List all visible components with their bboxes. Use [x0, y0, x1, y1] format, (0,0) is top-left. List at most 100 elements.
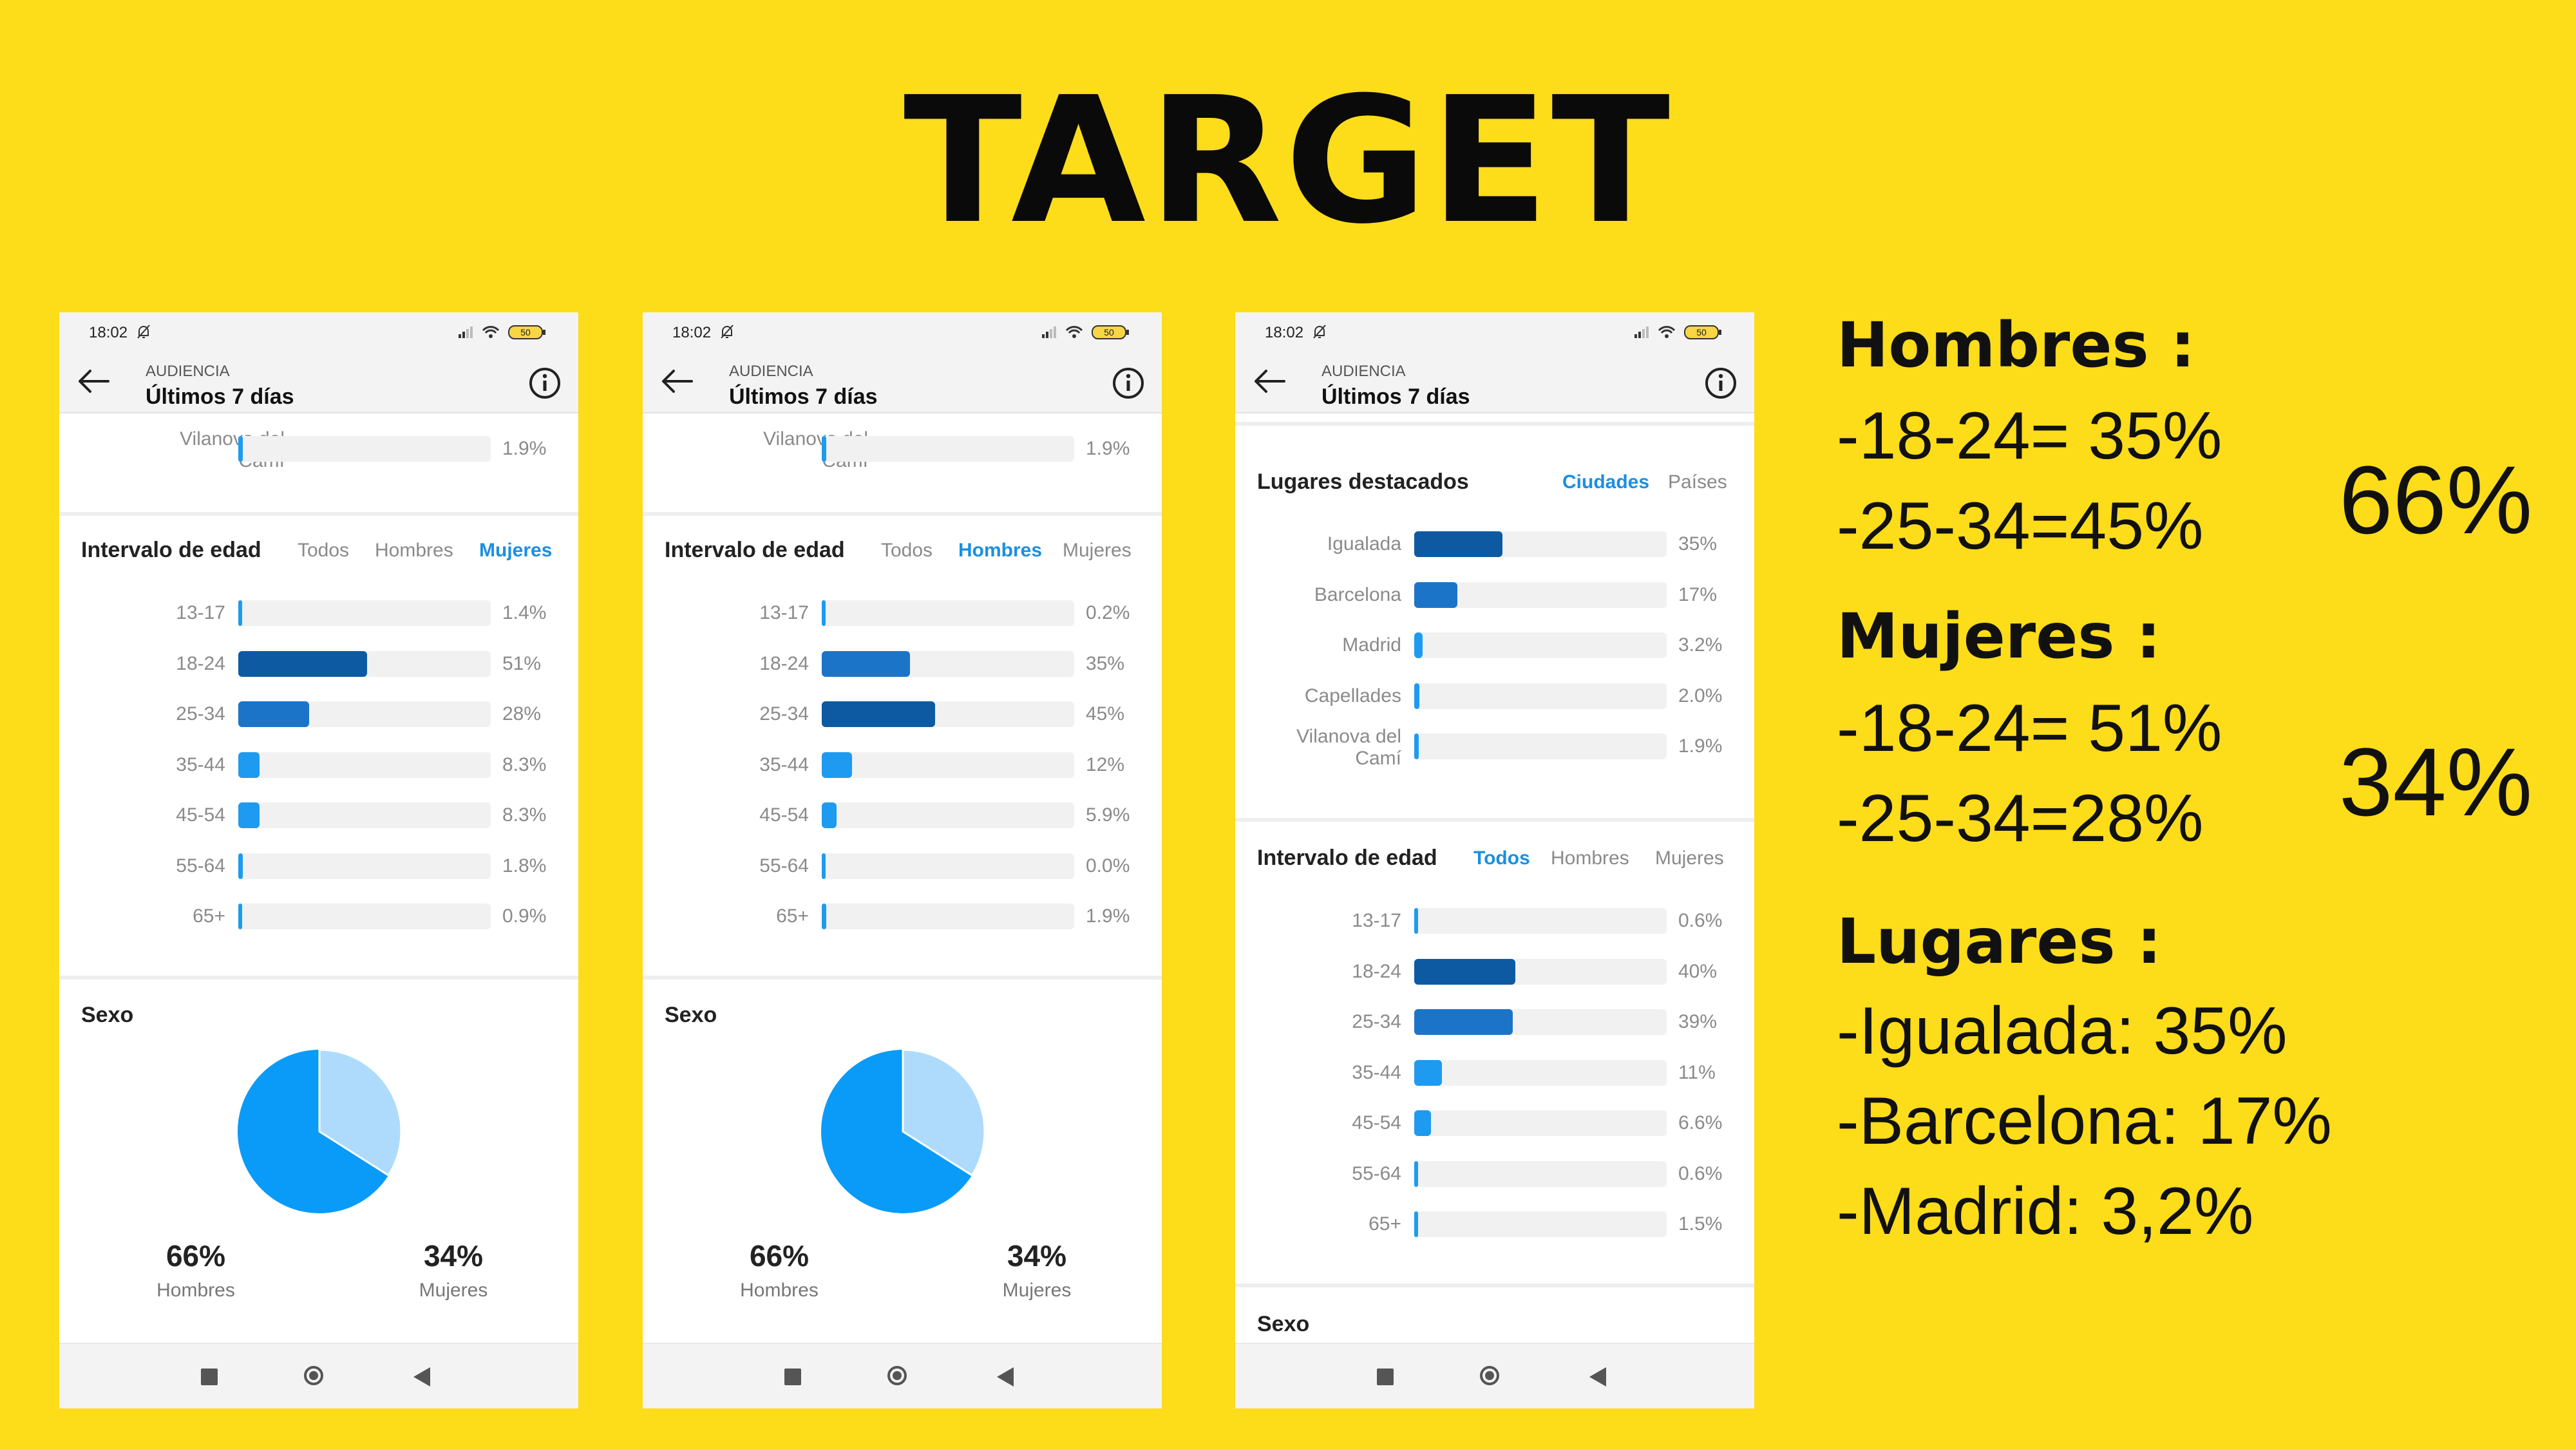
- bar-fill: [1414, 1160, 1418, 1187]
- lugares-heading: Lugares :: [1837, 905, 2162, 978]
- phone-screenshot-mujeres: 18:02 50 AUDIENCIA Últimos 7 días Vilano…: [59, 312, 578, 1408]
- gender-pie-chart: [238, 1048, 402, 1213]
- app-bar: AUDIENCIA Últimos 7 días: [643, 351, 1162, 413]
- bar-fill: [238, 600, 242, 626]
- city-bar-track: [822, 436, 1074, 462]
- tab-hombres[interactable]: Hombres: [375, 540, 453, 561]
- sexo-title: Sexo: [81, 1003, 134, 1027]
- bar-track: [238, 904, 491, 929]
- hombres-percent: 66%: [166, 1239, 226, 1273]
- back-arrow-icon[interactable]: [75, 365, 113, 397]
- bar-track: [238, 752, 491, 778]
- tab-mujeres[interactable]: Mujeres: [1063, 540, 1132, 561]
- home-icon[interactable]: [304, 1366, 323, 1385]
- battery-level: 50: [1104, 327, 1114, 337]
- tab-todos[interactable]: Todos: [881, 540, 933, 561]
- bell-off-icon: [137, 325, 150, 339]
- bar-fill: [1414, 958, 1515, 985]
- bar-percent: 39%: [1678, 1011, 1718, 1032]
- bar-label: 35-44: [1352, 1061, 1401, 1083]
- tab-mujeres[interactable]: Mujeres: [479, 540, 553, 561]
- nav-back-icon[interactable]: [413, 1367, 430, 1387]
- bar-percent: 8.3%: [502, 753, 547, 775]
- appbar-title: Últimos 7 días: [1321, 384, 1470, 409]
- hombres-label: Hombres: [740, 1280, 819, 1301]
- bar-percent: 28%: [502, 703, 542, 724]
- bar-percent: 0.0%: [1086, 855, 1130, 876]
- tab-paises[interactable]: Países: [1668, 471, 1727, 493]
- tab-todos[interactable]: Todos: [298, 540, 350, 561]
- recents-icon[interactable]: [784, 1368, 801, 1385]
- bar-percent: 5.9%: [1086, 804, 1130, 826]
- back-arrow-icon[interactable]: [658, 365, 697, 397]
- bar-percent: 0.6%: [1678, 910, 1723, 931]
- bar-track: [238, 600, 491, 626]
- bar-label: 45-54: [176, 804, 225, 826]
- bar-fill: [1414, 908, 1418, 934]
- nav-back-icon[interactable]: [997, 1367, 1014, 1387]
- bar-track: [238, 650, 491, 677]
- info-icon[interactable]: [1704, 366, 1738, 400]
- hombres-heading: Hombres :: [1837, 309, 2195, 381]
- age-section-title: Intervalo de edad: [1257, 846, 1437, 870]
- bar-percent: 51%: [502, 652, 542, 674]
- city-bar-fill: [822, 436, 827, 462]
- bar-track: [822, 904, 1074, 929]
- bar-track: [1414, 683, 1667, 709]
- home-icon[interactable]: [1480, 1366, 1499, 1385]
- section-divider: [1235, 818, 1754, 822]
- bar-percent: 1.5%: [1678, 1213, 1723, 1235]
- bar-track: [1414, 1009, 1667, 1035]
- bar-percent: 40%: [1678, 960, 1718, 982]
- bar-label: Barcelona: [1314, 583, 1401, 605]
- bar-track: [238, 802, 491, 828]
- bar-percent: 1.8%: [502, 855, 547, 876]
- battery-level: 50: [1696, 327, 1707, 337]
- bar-track: [1414, 958, 1667, 985]
- back-arrow-icon[interactable]: [1251, 365, 1289, 397]
- bar-fill: [238, 853, 243, 879]
- bar-percent: 3.2%: [1678, 634, 1723, 656]
- recents-icon[interactable]: [201, 1368, 218, 1385]
- nav-back-icon[interactable]: [1589, 1367, 1606, 1387]
- city-percent: 1.9%: [1086, 438, 1130, 459]
- tab-mujeres[interactable]: Mujeres: [1655, 848, 1724, 869]
- status-icons: 50: [1042, 325, 1129, 339]
- tab-hombres[interactable]: Hombres: [958, 540, 1043, 561]
- lugares-line-3: -Madrid: 3,2%: [1837, 1174, 2254, 1249]
- bar-track: [822, 701, 1074, 727]
- bar-percent: 6.6%: [1678, 1112, 1723, 1133]
- tab-todos[interactable]: Todos: [1473, 848, 1530, 869]
- status-bar: 18:02 50: [1235, 312, 1754, 351]
- bar-track: [822, 600, 1074, 626]
- bar-label: 65+: [193, 905, 225, 927]
- bar-percent: 8.3%: [502, 804, 547, 826]
- bar-percent: 1.9%: [1678, 735, 1723, 757]
- system-nav-bar: [59, 1343, 578, 1408]
- section-divider: [643, 976, 1162, 980]
- section-divider: [59, 976, 578, 980]
- lugares-line-1: -Igualada: 35%: [1837, 994, 2287, 1068]
- bar-label: 18-24: [759, 652, 809, 674]
- mujeres-label: Mujeres: [419, 1280, 488, 1301]
- tab-hombres[interactable]: Hombres: [1551, 848, 1629, 869]
- bar-percent: 0.9%: [502, 905, 547, 927]
- bar-fill: [1414, 734, 1419, 759]
- bar-label: Madrid: [1342, 634, 1401, 656]
- recents-icon[interactable]: [1377, 1368, 1394, 1385]
- bar-fill: [238, 752, 260, 778]
- section-divider: [643, 512, 1162, 516]
- hombres-line-1: -18-24= 35%: [1837, 399, 2222, 473]
- status-time: 18:02: [89, 324, 128, 341]
- home-icon[interactable]: [887, 1366, 907, 1385]
- bar-fill: [822, 701, 936, 727]
- tab-ciudades[interactable]: Ciudades: [1562, 471, 1650, 493]
- bar-fill: [822, 802, 837, 828]
- info-icon[interactable]: [528, 366, 562, 400]
- status-time: 18:02: [1265, 324, 1304, 341]
- bar-percent: 45%: [1086, 703, 1125, 724]
- bar-track: [822, 752, 1074, 778]
- system-nav-bar: [643, 1343, 1162, 1408]
- bar-label: 25-34: [176, 703, 225, 724]
- info-icon[interactable]: [1112, 366, 1145, 400]
